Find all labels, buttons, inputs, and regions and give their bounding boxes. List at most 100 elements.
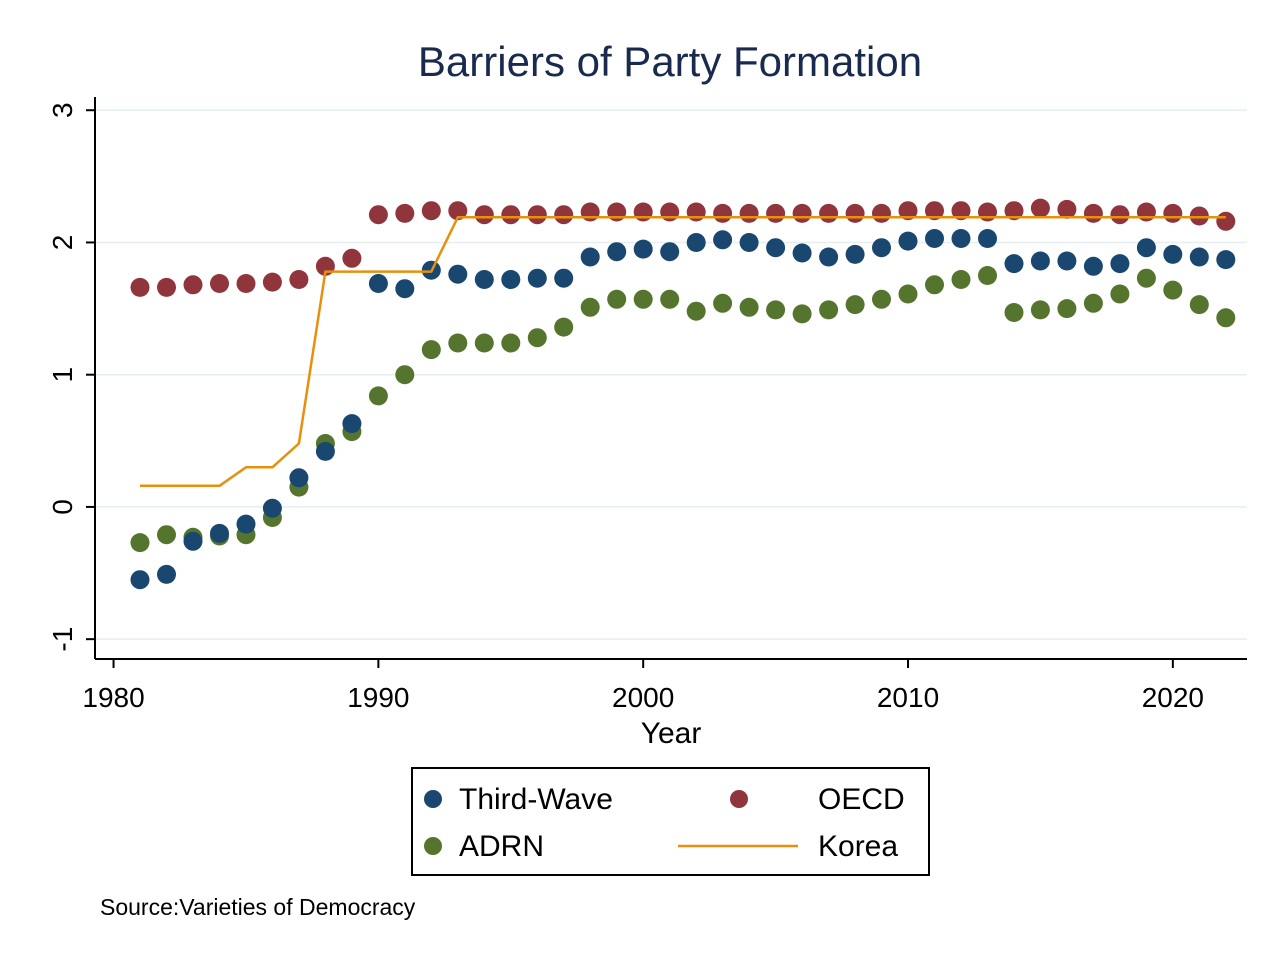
point-oecd (395, 203, 415, 223)
point-third-wave (872, 238, 891, 258)
x-axis-title: Year (641, 717, 702, 750)
point-adrn (739, 297, 759, 317)
point-oecd (686, 202, 706, 222)
point-oecd (474, 205, 494, 225)
point-third-wave (580, 247, 600, 267)
point-third-wave (501, 270, 521, 289)
point-oecd (421, 201, 441, 221)
point-adrn (951, 270, 971, 289)
point-oecd (766, 203, 786, 223)
point-adrn (421, 340, 441, 360)
point-adrn (554, 317, 574, 337)
legend-marker-adrn (424, 837, 442, 855)
point-third-wave (1136, 238, 1156, 258)
point-third-wave (978, 229, 997, 248)
series-line-korea (140, 216, 1226, 488)
point-oecd (1163, 203, 1183, 223)
point-adrn (580, 297, 600, 317)
point-third-wave (448, 264, 468, 284)
point-adrn (792, 304, 812, 324)
grid-lines (95, 109, 1247, 640)
point-adrn (633, 289, 653, 309)
point-oecd (448, 201, 468, 221)
point-oecd (1030, 198, 1050, 218)
legend-label-third-wave: Third-Wave (459, 783, 613, 816)
point-oecd (1004, 201, 1024, 221)
point-oecd (342, 248, 362, 268)
point-oecd (1057, 199, 1077, 219)
point-adrn (925, 275, 944, 295)
point-adrn (368, 386, 388, 406)
point-oecd (289, 270, 309, 289)
point-third-wave (1004, 254, 1024, 274)
series-third-wave (130, 229, 1236, 590)
point-oecd (713, 203, 733, 223)
point-third-wave (210, 523, 229, 543)
x-ticks: 1980 1990 2000 2010 2020 (82, 659, 1204, 713)
series-adrn (130, 266, 1236, 553)
point-third-wave (845, 244, 865, 264)
point-adrn (1110, 284, 1130, 304)
x-tick-label: 1990 (347, 682, 409, 713)
point-oecd (633, 202, 653, 222)
legend-marker-third-wave (424, 790, 442, 808)
point-oecd (898, 201, 918, 221)
point-adrn (660, 289, 680, 309)
point-third-wave (633, 239, 653, 259)
point-adrn (1189, 295, 1209, 315)
point-oecd (236, 274, 256, 293)
y-tick-label: 0 (47, 499, 78, 515)
x-tick-label: 2010 (877, 682, 939, 713)
point-oecd (660, 202, 680, 222)
point-oecd (262, 272, 282, 292)
legend-marker-oecd (730, 790, 748, 808)
series-korea (140, 216, 1226, 488)
point-adrn (898, 284, 918, 304)
point-oecd (845, 203, 865, 223)
point-third-wave (1163, 244, 1183, 264)
point-third-wave (1083, 256, 1103, 276)
point-oecd (580, 202, 600, 222)
point-adrn (1004, 303, 1024, 322)
point-oecd (1189, 206, 1209, 226)
x-tick-label: 2000 (612, 682, 674, 713)
point-third-wave (289, 468, 309, 488)
point-adrn (157, 525, 176, 545)
point-adrn (607, 289, 627, 309)
data-series (130, 198, 1236, 590)
y-tick-label: 1 (47, 367, 78, 383)
source-note: Source:Varieties of Democracy (100, 894, 416, 920)
point-third-wave (368, 274, 388, 293)
point-third-wave (1110, 254, 1130, 274)
y-tick-label: 2 (47, 235, 78, 251)
point-oecd (819, 203, 839, 223)
point-adrn (872, 289, 891, 309)
point-third-wave (157, 564, 176, 584)
point-adrn (766, 300, 786, 320)
legend-label-korea: Korea (818, 830, 898, 863)
point-adrn (474, 333, 494, 353)
axes (94, 97, 1247, 660)
point-oecd (792, 203, 812, 223)
point-third-wave (395, 279, 415, 299)
point-adrn (819, 300, 839, 320)
point-adrn (1030, 300, 1050, 320)
point-oecd (1083, 203, 1103, 223)
point-third-wave (739, 233, 759, 252)
point-adrn (501, 333, 521, 353)
point-third-wave (554, 268, 574, 288)
point-third-wave (792, 243, 812, 263)
point-adrn (395, 365, 415, 385)
point-adrn (713, 293, 733, 313)
legend: Third-Wave OECD ADRN Korea (411, 767, 930, 876)
point-third-wave (951, 229, 971, 248)
point-third-wave (686, 233, 706, 252)
point-oecd (527, 205, 547, 225)
point-third-wave (607, 242, 627, 262)
y-tick-label: 3 (47, 102, 78, 118)
y-ticks: -1 0 1 2 3 (47, 102, 95, 652)
point-adrn (130, 533, 150, 553)
point-adrn (1136, 268, 1156, 288)
point-oecd (872, 203, 891, 223)
